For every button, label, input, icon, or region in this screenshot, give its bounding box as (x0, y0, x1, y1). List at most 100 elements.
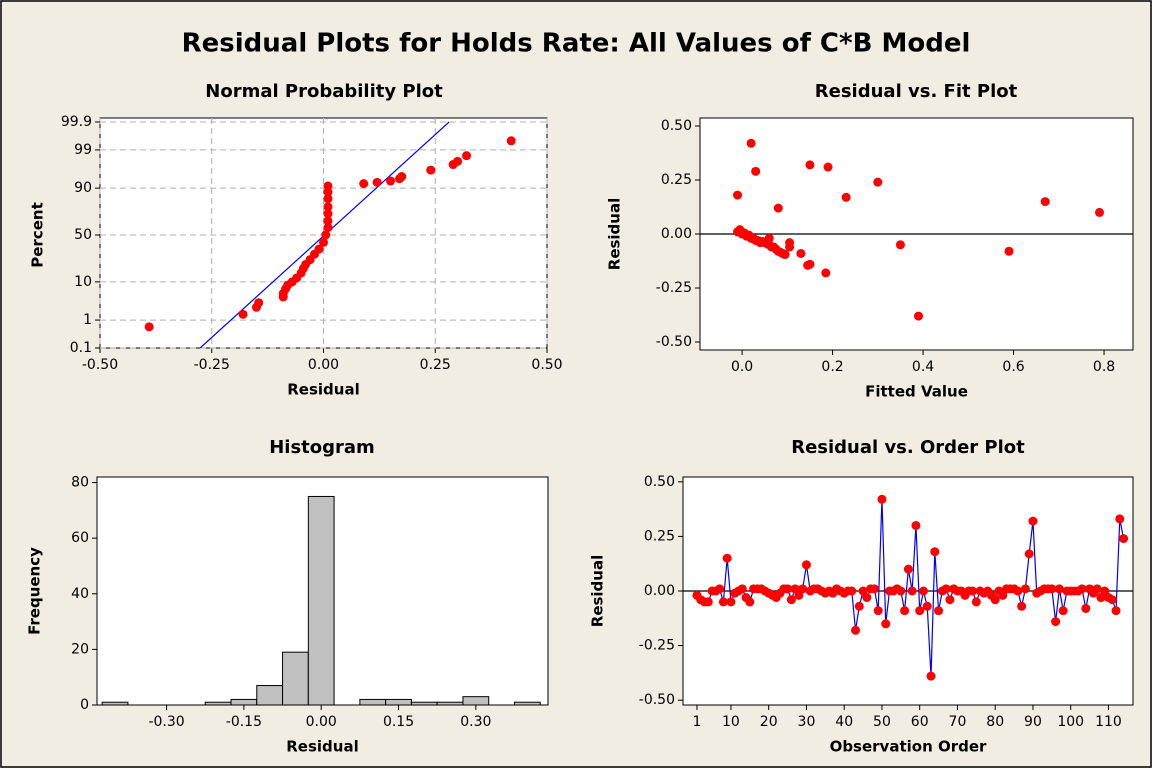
point (783, 584, 793, 594)
bar (101, 701, 129, 706)
point (941, 584, 951, 594)
point (1115, 514, 1125, 524)
x-tick-label: 20 (760, 714, 778, 730)
point (715, 584, 725, 594)
point (1054, 584, 1064, 594)
point (254, 298, 264, 308)
point (786, 595, 796, 605)
point (737, 584, 747, 594)
y-axis-label: Frequency (26, 547, 44, 635)
y-tick-label: 40 (71, 586, 89, 602)
point (862, 593, 872, 603)
bar (256, 685, 284, 706)
point (397, 172, 407, 182)
point (801, 560, 811, 570)
point (1024, 549, 1034, 559)
x-tick-label: 90 (1024, 714, 1042, 730)
point (911, 520, 921, 530)
x-tick-label: -0.25 (194, 357, 230, 373)
point (858, 586, 868, 596)
point (1119, 534, 1129, 544)
y-axis-label: Residual (589, 555, 607, 627)
y-tick-label: 0.25 (661, 172, 692, 188)
y-tick-label: -0.50 (656, 334, 692, 350)
x-axis-label: Residual (287, 381, 359, 399)
bar (513, 701, 541, 706)
x-tick-label: 50 (873, 714, 891, 730)
point (803, 260, 813, 270)
point (323, 194, 333, 204)
point (790, 584, 800, 594)
y-tick-label: -0.25 (639, 638, 675, 654)
y-tick-label: 0 (80, 697, 89, 713)
bar (359, 698, 387, 706)
point (823, 162, 833, 172)
x-tick-label: 0.50 (531, 357, 562, 373)
y-tick-label: 99.9 (61, 114, 92, 130)
x-axis-label: Observation Order (830, 738, 987, 756)
bar (462, 696, 490, 706)
x-tick-label: 0.00 (306, 714, 337, 730)
point (703, 597, 713, 607)
point (773, 203, 783, 213)
point (1017, 601, 1027, 611)
y-tick-label: 10 (74, 274, 92, 290)
point (821, 268, 831, 278)
point (1013, 586, 1023, 596)
point (873, 606, 883, 616)
point (854, 601, 864, 611)
y-tick-label: 0.00 (644, 583, 675, 599)
point (922, 601, 932, 611)
point (321, 230, 331, 240)
point (877, 494, 887, 504)
panel-title: Residual vs. Order Plot (791, 437, 1025, 458)
point (869, 584, 879, 594)
x-tick-label: 0.25 (420, 357, 451, 373)
panel: Histogram Residual Frequency -0.30 -0.15 0.00… (26, 437, 549, 756)
point (907, 586, 917, 596)
x-tick-label: 80 (986, 714, 1004, 730)
point (998, 590, 1008, 600)
x-tick-label: 0.4 (912, 359, 934, 375)
point (1100, 586, 1110, 596)
y-tick-label: 0.25 (644, 528, 675, 544)
point (359, 179, 369, 189)
y-tick-label: 80 (71, 475, 89, 491)
point (722, 553, 732, 563)
point (1111, 606, 1121, 616)
x-axis-label: Residual (286, 738, 358, 756)
point (1095, 207, 1105, 217)
x-tick-label: 0.2 (821, 359, 843, 375)
point (1047, 584, 1057, 594)
x-tick-label: 10 (722, 714, 740, 730)
point (1028, 516, 1038, 526)
y-tick-label: 50 (74, 227, 92, 243)
panel-title: Residual vs. Fit Plot (815, 81, 1018, 102)
bar (282, 651, 309, 706)
bar (307, 495, 335, 706)
panel-title: Histogram (269, 437, 375, 458)
point (1092, 584, 1102, 594)
x-tick-label: 0.15 (383, 714, 414, 730)
x-tick-label: 60 (911, 714, 929, 730)
point (323, 181, 333, 191)
point (971, 597, 981, 607)
bar (204, 701, 232, 706)
y-tick-label: 90 (74, 180, 92, 196)
point (319, 237, 328, 247)
point (1096, 593, 1106, 603)
point (1107, 595, 1117, 605)
panel: Residual vs. Order Plot Observation Order… (589, 437, 1134, 756)
x-tick-label: 30 (798, 714, 816, 730)
figure-title: Residual Plots for Holds Rate: All Value… (182, 29, 971, 59)
x-tick-label: 0.8 (1093, 359, 1115, 375)
point (930, 547, 940, 557)
x-tick-label: 100 (1057, 714, 1084, 730)
point (851, 625, 861, 635)
point (745, 597, 755, 607)
x-tick-label: -0.15 (226, 714, 262, 730)
y-axis-label: Percent (29, 202, 47, 267)
bar (385, 698, 412, 706)
y-tick-label: 0.00 (661, 226, 692, 242)
point (1077, 584, 1087, 594)
